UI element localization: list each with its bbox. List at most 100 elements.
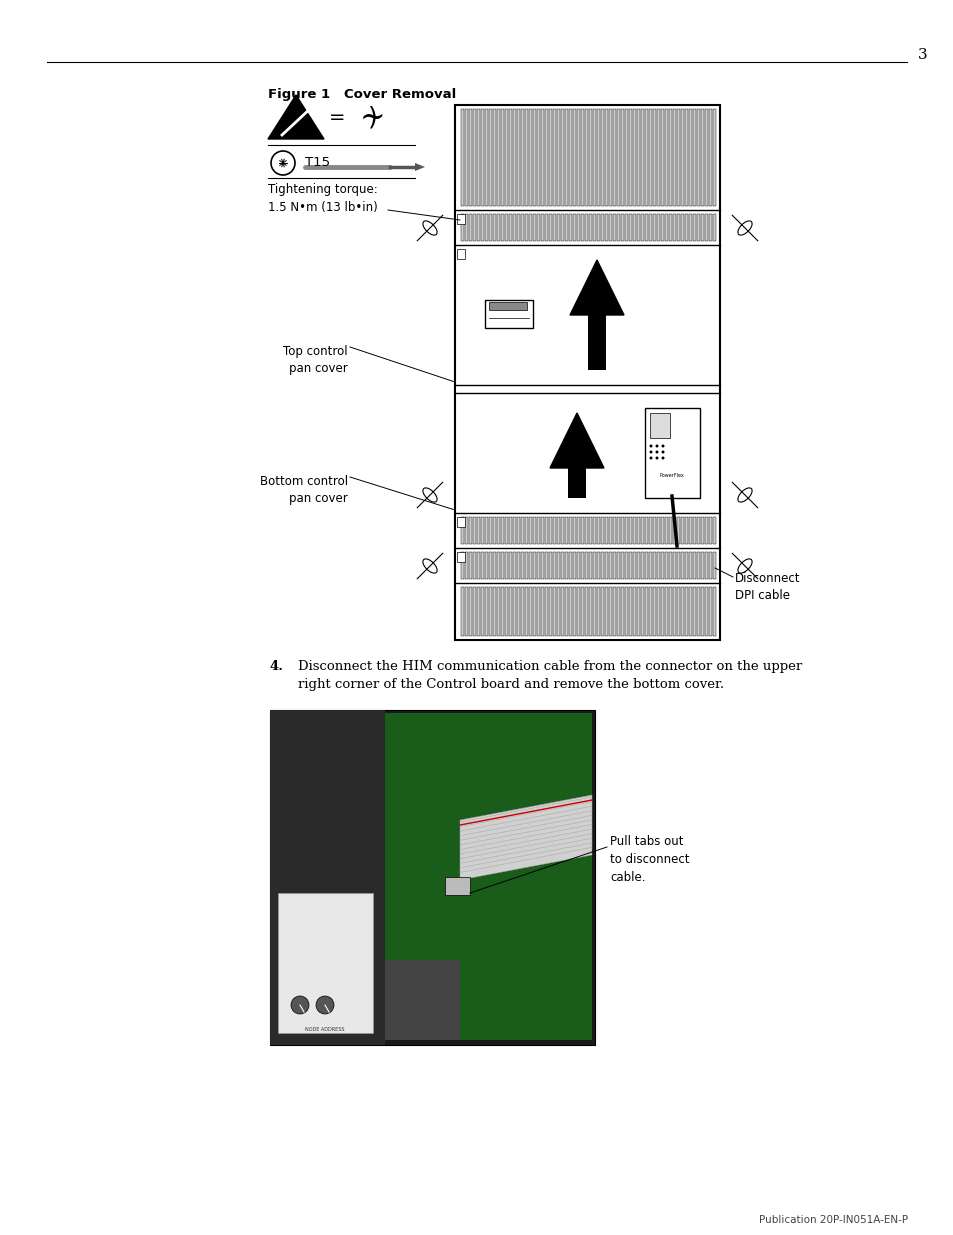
Bar: [500, 587, 503, 636]
Bar: [600, 552, 603, 579]
Bar: [708, 517, 711, 543]
Bar: [633, 214, 635, 241]
Bar: [484, 587, 487, 636]
Bar: [476, 517, 479, 543]
Bar: [660, 517, 663, 543]
Bar: [680, 109, 683, 206]
Bar: [692, 214, 695, 241]
Bar: [684, 587, 687, 636]
Bar: [497, 552, 499, 579]
Bar: [580, 109, 583, 206]
Bar: [544, 214, 547, 241]
Bar: [668, 587, 671, 636]
Bar: [480, 587, 483, 636]
Text: ~: ~: [359, 103, 385, 133]
Bar: [504, 109, 507, 206]
Bar: [600, 109, 603, 206]
Bar: [628, 109, 631, 206]
Bar: [497, 587, 499, 636]
Bar: [620, 517, 623, 543]
Bar: [557, 587, 559, 636]
Bar: [704, 109, 707, 206]
Bar: [517, 552, 519, 579]
Bar: [604, 517, 607, 543]
Bar: [584, 587, 587, 636]
Bar: [677, 517, 679, 543]
Bar: [473, 214, 476, 241]
Text: T15: T15: [305, 156, 330, 169]
Bar: [597, 214, 599, 241]
Text: Publication 20P-IN051A-EN-P: Publication 20P-IN051A-EN-P: [758, 1215, 907, 1225]
Bar: [600, 214, 603, 241]
Bar: [513, 214, 516, 241]
Bar: [688, 109, 691, 206]
Bar: [568, 109, 571, 206]
Bar: [568, 214, 571, 241]
Bar: [573, 517, 576, 543]
Bar: [573, 552, 576, 579]
Circle shape: [649, 451, 652, 453]
Bar: [568, 587, 571, 636]
Bar: [568, 552, 571, 579]
Ellipse shape: [737, 559, 751, 573]
Bar: [584, 214, 587, 241]
Bar: [520, 517, 523, 543]
Bar: [657, 517, 659, 543]
Bar: [460, 587, 463, 636]
Bar: [700, 587, 703, 636]
Bar: [277, 893, 373, 1032]
Bar: [688, 552, 691, 579]
Bar: [537, 587, 539, 636]
Bar: [593, 587, 596, 636]
Polygon shape: [569, 261, 623, 315]
Bar: [648, 587, 651, 636]
Bar: [497, 109, 499, 206]
Bar: [537, 109, 539, 206]
Bar: [593, 109, 596, 206]
Bar: [509, 587, 511, 636]
Ellipse shape: [737, 488, 751, 503]
Bar: [493, 109, 496, 206]
Bar: [617, 587, 619, 636]
Bar: [489, 552, 492, 579]
Bar: [564, 587, 567, 636]
Bar: [688, 517, 691, 543]
Circle shape: [649, 457, 652, 459]
Bar: [564, 517, 567, 543]
Bar: [644, 109, 647, 206]
Bar: [688, 214, 691, 241]
Text: Bottom control
pan cover: Bottom control pan cover: [259, 475, 348, 505]
Bar: [708, 587, 711, 636]
Bar: [712, 109, 715, 206]
Bar: [633, 552, 635, 579]
Bar: [484, 109, 487, 206]
Bar: [484, 214, 487, 241]
Bar: [620, 587, 623, 636]
Bar: [664, 552, 667, 579]
Bar: [548, 214, 551, 241]
Bar: [513, 587, 516, 636]
Bar: [588, 517, 591, 543]
Bar: [476, 587, 479, 636]
Bar: [456, 517, 464, 527]
Bar: [520, 109, 523, 206]
Bar: [469, 587, 472, 636]
Bar: [548, 587, 551, 636]
Bar: [489, 517, 492, 543]
Bar: [577, 109, 579, 206]
Bar: [593, 214, 596, 241]
Bar: [504, 552, 507, 579]
Bar: [537, 517, 539, 543]
Bar: [684, 109, 687, 206]
Bar: [540, 109, 543, 206]
Bar: [469, 517, 472, 543]
Bar: [524, 109, 527, 206]
Bar: [533, 517, 536, 543]
Bar: [593, 517, 596, 543]
Bar: [692, 587, 695, 636]
Bar: [613, 552, 615, 579]
Text: NODE ADDRESS: NODE ADDRESS: [305, 1028, 344, 1032]
Circle shape: [291, 995, 309, 1014]
Bar: [464, 552, 467, 579]
Bar: [564, 552, 567, 579]
